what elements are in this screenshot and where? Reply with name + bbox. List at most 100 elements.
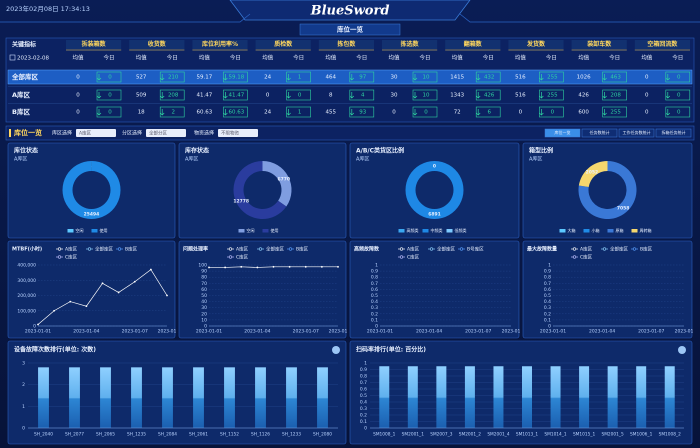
legend-dot [459, 247, 464, 251]
today-box [475, 106, 501, 118]
logo: BlueSword [310, 4, 390, 19]
select-box[interactable] [146, 129, 186, 137]
legend-label: 周转箱 [640, 227, 652, 233]
select-value[interactable]: 全部分区 [149, 130, 167, 137]
title-marker [9, 129, 11, 137]
column-header: 发货数 [526, 40, 546, 48]
legend-swatch [91, 229, 98, 233]
data-point [256, 266, 259, 269]
data-point [149, 268, 152, 271]
x-tick-label: 2023-01-07 [122, 329, 148, 335]
segment-label: 6891 [428, 212, 441, 218]
header-banner [229, 0, 471, 21]
today-value: 463 [610, 75, 621, 81]
x-tick-label: SM1008_1 [373, 432, 396, 438]
down-arrow-icon [349, 92, 355, 99]
average-value: 426 [578, 93, 589, 99]
panel-subtitle: A库区 [14, 156, 27, 163]
legend-swatch [446, 229, 453, 233]
down-arrow-icon [349, 74, 355, 81]
today-value: 0 [677, 110, 681, 116]
today-value: 0 [108, 110, 112, 116]
y-tick-label: 2 [22, 382, 25, 388]
legend-dot [57, 255, 62, 259]
x-tick-label: SM2001_1 [402, 432, 425, 438]
panel-title: 设备故障次数排行(单位: 次数) [14, 346, 96, 354]
legend-swatch [398, 229, 405, 233]
data-point [133, 280, 136, 283]
y-tick-label: 300,000 [17, 278, 36, 284]
y-tick-label: 0.7 [360, 380, 367, 386]
bar [550, 366, 561, 428]
average-value: 0 [266, 93, 270, 99]
y-tick-label: 70 [201, 281, 207, 287]
panel-icon [678, 346, 686, 354]
tab-label[interactable]: 工作任务数统计 [623, 129, 651, 135]
segment-label: 7058 [617, 206, 630, 212]
legend-label: 空闲 [247, 227, 255, 233]
x-tick-label: SH_2084 [158, 432, 177, 438]
x-tick-label: SH_2040 [34, 432, 53, 438]
today-box [602, 71, 627, 83]
select-box[interactable] [76, 129, 116, 137]
column-subheader: 均值 [641, 54, 653, 62]
today-value: 93 [359, 110, 366, 116]
today-box [286, 106, 311, 118]
legend-swatch [67, 229, 74, 233]
y-tick-label: 0.1 [544, 317, 551, 323]
tab-button[interactable] [544, 128, 581, 138]
x-tick-label: 2023-01 [502, 329, 521, 335]
down-arrow-icon [349, 109, 355, 116]
data-point [166, 294, 168, 297]
tab-button[interactable] [581, 128, 618, 138]
y-tick-label: 0 [364, 426, 367, 432]
tab-label[interactable]: 任务数统计 [590, 129, 610, 135]
tab-button[interactable] [655, 128, 692, 138]
y-tick-label: 0 [548, 324, 551, 330]
column-subheader: 今日 [356, 54, 367, 62]
bar [286, 367, 297, 428]
column-header: 拣包数 [337, 40, 356, 48]
x-tick-label: SM2001_2 [459, 432, 482, 438]
column-header-bg [129, 40, 185, 49]
donut-segment [578, 161, 608, 188]
x-tick-label: SH_2077 [65, 432, 84, 438]
y-tick-label: 0.7 [371, 281, 378, 287]
down-arrow-icon [223, 109, 228, 116]
panel-title: 库存状态 [185, 147, 209, 155]
average-value: 18 [138, 110, 145, 116]
y-tick-label: 400,000 [17, 263, 36, 269]
select-value[interactable]: 不限物资 [221, 130, 239, 137]
y-tick-label: 1 [548, 263, 551, 269]
panel-title: 箱型比例 [529, 147, 553, 155]
y-tick-label: 60 [201, 287, 207, 293]
today-value: 6 [487, 110, 491, 116]
today-value: 426 [484, 93, 495, 99]
down-arrow-icon [602, 74, 607, 81]
down-arrow-icon [475, 92, 481, 99]
bar [317, 367, 328, 428]
tab-label[interactable]: 拆箱任务统计 [662, 129, 686, 135]
legend-label: B库区 [125, 246, 138, 253]
x-tick-label: 2023-01-07 [638, 329, 664, 335]
calendar-icon [9, 54, 16, 61]
average-value: 0 [645, 93, 649, 99]
filter-label: 分区选择 [122, 130, 142, 137]
average-value: 516 [515, 93, 526, 99]
today-value: 210 [168, 75, 179, 81]
select-box[interactable] [218, 129, 258, 137]
down-arrow-icon [96, 74, 102, 81]
tab-button[interactable] [618, 128, 655, 138]
down-arrow-icon [159, 109, 165, 116]
x-tick-label: SH_2080 [313, 432, 332, 438]
legend-dot [288, 247, 293, 251]
select-value[interactable]: A库区 [79, 130, 92, 137]
column-subheader: 今日 [672, 54, 683, 62]
today-box [159, 89, 185, 101]
tab-label[interactable]: 库位一览 [555, 129, 571, 135]
down-arrow-icon [96, 92, 102, 99]
column-subheader: 均值 [136, 54, 148, 62]
today-box [223, 71, 248, 83]
bar [224, 367, 235, 428]
average-value: 0 [76, 75, 80, 81]
